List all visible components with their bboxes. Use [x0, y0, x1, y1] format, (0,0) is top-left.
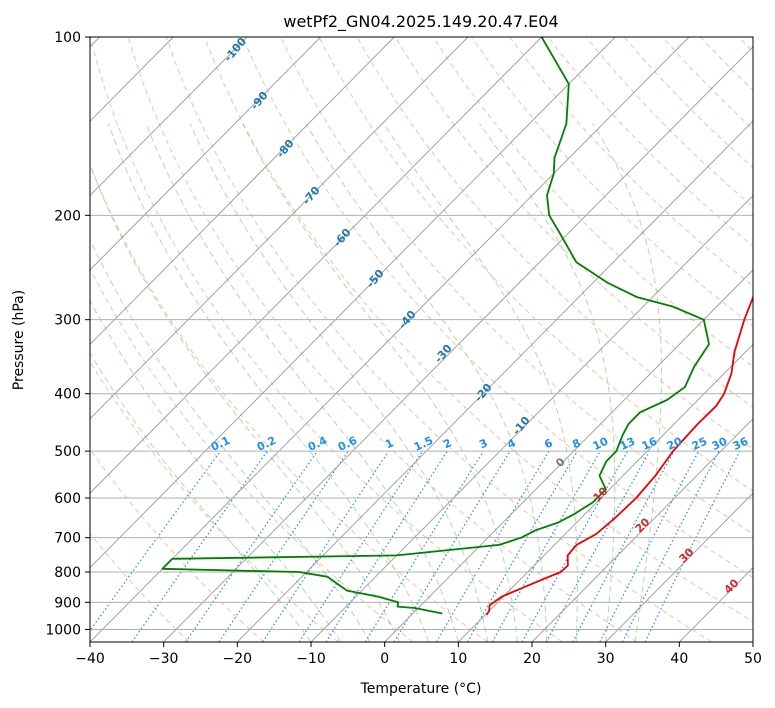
- moist-adiabat: [107, 123, 430, 642]
- y-tick-label: 500: [54, 444, 81, 460]
- isotherm: [90, 37, 690, 642]
- axes: −40 −30 −20 −10 0 10 20 30 40 50 1000 900 800 700 600 5…: [45, 30, 762, 667]
- y-tick-label: 1000: [45, 622, 81, 638]
- x-tick-label: 20: [523, 651, 541, 667]
- plot-background: [90, 37, 753, 642]
- x-tick-label: −20: [223, 651, 253, 667]
- y-tick-label: 600: [54, 491, 81, 507]
- mixing-ratio-label: 20: [665, 435, 685, 453]
- mixing-ratio-line: [644, 450, 741, 642]
- x-tick-label: 10: [449, 651, 467, 667]
- y-tick-label: 300: [54, 313, 81, 329]
- moist-adiabat: [242, 123, 518, 642]
- y-tick-label: 700: [54, 531, 81, 547]
- y-tick-label: 100: [54, 30, 81, 46]
- dry-adiabat: [90, 163, 488, 642]
- x-axis-label: Temperature (°C): [360, 681, 482, 697]
- chart-title: wetPf2_GN04.2025.149.20.47.E04: [283, 12, 558, 32]
- mixing-ratio-line: [90, 450, 221, 632]
- isotherm: [163, 46, 753, 642]
- moist-adiabat: [479, 123, 616, 642]
- moist-adiabat: [90, 238, 371, 642]
- isotherm: [90, 37, 469, 420]
- isotherm: [90, 37, 616, 569]
- dry-adiabat: [203, 37, 753, 623]
- dry-adiabat: [165, 37, 712, 642]
- dry-adiabat: [90, 360, 339, 642]
- dry-adiabat: [90, 37, 563, 642]
- isotherm: [531, 418, 753, 642]
- temperature-profile: [485, 294, 753, 616]
- dry-adiabat: [471, 37, 753, 327]
- mixing-ratio-line: [325, 450, 448, 642]
- moist-adiabat: [305, 123, 548, 642]
- x-tick-label: 30: [597, 651, 615, 667]
- isotherm: [237, 120, 753, 642]
- dry-adiabat: [90, 532, 190, 642]
- isotherm: [90, 37, 321, 271]
- mixing-ratio-line: [521, 450, 629, 642]
- isotherm: [384, 269, 753, 642]
- background-lines: [90, 37, 753, 642]
- mixing-ratio-line: [364, 450, 485, 642]
- moist-adiabat: [592, 123, 662, 642]
- x-tick-label: −40: [75, 651, 105, 667]
- x-tick-label: −10: [296, 651, 326, 667]
- moist-adiabat: [383, 123, 578, 642]
- dewpoint-profile: [161, 37, 710, 615]
- y-axis-label: Pressure (hPa): [11, 290, 27, 390]
- dry-adiabat: [356, 37, 753, 450]
- y-tick-label: 900: [54, 595, 81, 611]
- mixing-ratio-line: [393, 450, 511, 642]
- moist-adiabat: [189, 123, 489, 642]
- isotherm: [90, 37, 395, 345]
- profile-lines: [161, 37, 753, 616]
- isotherm: [605, 492, 753, 642]
- mixing-ratio-line: [545, 450, 651, 642]
- moist-adiabat: [90, 299, 341, 642]
- moist-adiabat: [145, 123, 459, 642]
- mixing-ratio-label: 30: [710, 435, 730, 453]
- moist-adiabat: [90, 352, 312, 642]
- y-tick-label: 400: [54, 387, 81, 403]
- dry-adiabat: [318, 37, 753, 492]
- mixing-ratio-line: [621, 450, 720, 642]
- moist-adiabat: [90, 163, 400, 642]
- x-tick-label: 40: [670, 651, 688, 667]
- x-tick-label: 0: [380, 651, 389, 667]
- mixing-ratio-label: 10: [591, 435, 611, 453]
- mixing-ratio-line: [262, 450, 390, 642]
- y-tick-label: 200: [54, 208, 81, 224]
- mixing-ratio-line: [218, 450, 349, 642]
- isotherm: [458, 343, 753, 642]
- x-tick-label: 50: [744, 651, 762, 667]
- mixing-ratio-label: 36: [731, 435, 751, 453]
- isotherm: [752, 641, 753, 642]
- mixing-ratio-line: [298, 450, 424, 642]
- mixing-ratio-line: [572, 450, 675, 642]
- y-tick-label: 800: [54, 565, 81, 581]
- isotherm: [90, 37, 542, 494]
- plot-frame: [89, 36, 754, 643]
- mixing-ratio-label: 13: [618, 435, 637, 453]
- isotherm: [310, 194, 753, 642]
- x-tick-label: −30: [149, 651, 179, 667]
- dry-adiabat: [127, 37, 638, 642]
- mixing-ratio-label: 25: [690, 435, 709, 453]
- mixing-ratio-line: [185, 450, 318, 642]
- isotherm: [90, 37, 248, 197]
- mixing-ratio-label: 16: [640, 435, 660, 453]
